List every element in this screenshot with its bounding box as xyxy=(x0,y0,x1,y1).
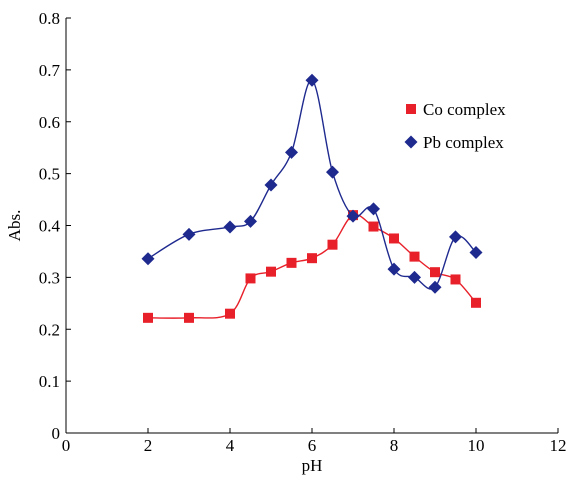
data-point-pb-complex xyxy=(244,214,257,228)
legend-label-pb-complex: Pb complex xyxy=(423,133,504,152)
data-point-pb-complex xyxy=(387,262,401,276)
data-point-co-complex xyxy=(430,267,440,278)
x-tick-label: 8 xyxy=(390,436,399,455)
x-axis-title: pH xyxy=(302,456,323,475)
data-point-pb-complex xyxy=(182,227,196,241)
data-point-pb-complex xyxy=(346,209,360,223)
data-point-co-complex xyxy=(225,308,235,319)
data-point-co-complex xyxy=(184,312,194,323)
x-tick-label: 6 xyxy=(308,436,317,455)
data-point-co-complex xyxy=(143,312,153,323)
x-tick-label: 10 xyxy=(468,436,485,455)
y-tick-label: 0.7 xyxy=(39,61,61,80)
data-point-co-complex xyxy=(327,239,338,250)
x-tick-label: 12 xyxy=(550,436,567,455)
legend: Co complex Pb complex xyxy=(404,100,506,152)
data-point-pb-complex xyxy=(408,270,421,284)
data-point-pb-complex xyxy=(428,280,442,294)
data-point-co-complex xyxy=(245,273,256,284)
data-point-pb-complex xyxy=(285,145,298,159)
data-point-co-complex xyxy=(266,266,276,277)
data-point-pb-complex xyxy=(264,178,278,192)
data-point-co-complex xyxy=(286,257,297,268)
y-tick-label: 0 xyxy=(52,424,61,443)
data-point-pb-complex xyxy=(326,165,339,179)
x-tick-label: 0 xyxy=(62,436,71,455)
y-tick-label: 0.6 xyxy=(39,113,60,132)
legend-item-co-complex: Co complex xyxy=(406,100,506,119)
y-tick-label: 0.1 xyxy=(39,372,60,391)
data-point-pb-complex xyxy=(223,220,237,234)
y-tick-label: 0.5 xyxy=(39,165,60,184)
series-layer xyxy=(141,73,483,323)
legend-marker-co-complex xyxy=(406,104,416,114)
y-tick-label: 0.2 xyxy=(39,320,60,339)
data-point-co-complex xyxy=(450,274,461,285)
series-line-co-complex xyxy=(147,213,477,319)
y-axis-title: Abs. xyxy=(5,210,24,242)
data-point-co-complex xyxy=(389,233,399,244)
y-tick-label: 0.8 xyxy=(39,9,60,28)
x-tick-label: 2 xyxy=(144,436,153,455)
x-ticks: 0 2 4 6 8 10 12 xyxy=(62,428,567,455)
data-point-pb-complex xyxy=(449,230,462,244)
data-point-co-complex xyxy=(368,221,379,232)
data-point-pb-complex xyxy=(469,245,483,259)
y-tick-label: 0.4 xyxy=(39,217,61,236)
y-tick-label: 0.3 xyxy=(39,268,60,287)
legend-marker-pb-complex xyxy=(404,135,418,149)
data-point-co-complex xyxy=(307,253,317,264)
x-tick-label: 4 xyxy=(226,436,235,455)
series-co-complex xyxy=(143,210,481,323)
data-point-co-complex xyxy=(409,251,420,262)
plot-axes: 0 2 4 6 8 10 12 0 0.1 0.2 0.3 0.4 0.5 0.6 0.7 0.8 xyxy=(39,9,567,455)
y-ticks: 0 0.1 0.2 0.3 0.4 0.5 0.6 0.7 0.8 xyxy=(39,9,71,443)
data-point-co-complex xyxy=(471,297,481,308)
data-point-pb-complex xyxy=(141,252,155,266)
series-pb-complex xyxy=(141,73,483,294)
legend-item-pb-complex: Pb complex xyxy=(404,133,504,152)
legend-label-co-complex: Co complex xyxy=(423,100,506,119)
data-point-pb-complex xyxy=(305,73,319,87)
data-point-pb-complex xyxy=(367,202,380,216)
